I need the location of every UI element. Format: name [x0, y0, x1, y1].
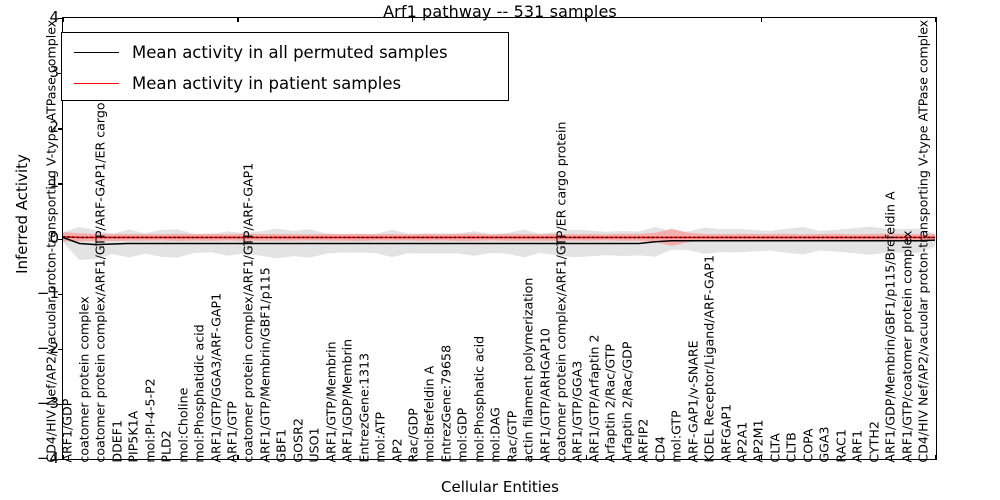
x-tick-mark	[586, 17, 588, 22]
legend-label-permuted: Mean activity in all permuted samples	[132, 43, 448, 62]
y-tick-mark	[58, 403, 63, 406]
patient-mean-line	[63, 236, 935, 239]
legend-entry-patient: Mean activity in patient samples	[62, 68, 508, 99]
y-tick-mark	[58, 73, 63, 75]
y-tick-label: 0	[49, 228, 59, 247]
legend-entry-permuted: Mean activity in all permuted samples	[62, 37, 508, 68]
x-tick-mark	[411, 455, 414, 460]
chart-legend: Mean activity in all permuted samples Me…	[61, 32, 509, 101]
x-tick-mark	[237, 455, 239, 460]
x-tick-mark	[760, 455, 762, 460]
y-tick-label: −4	[36, 449, 59, 467]
x-tick-mark	[411, 17, 414, 22]
x-tick-mark	[935, 17, 937, 22]
legend-line-black	[74, 52, 119, 53]
x-tick-mark	[63, 455, 65, 460]
permuted-mean-line	[63, 236, 936, 246]
plot-lines	[63, 226, 936, 260]
y-tick-label: 4	[49, 8, 59, 26]
y-tick-mark	[58, 183, 63, 185]
x-tick-mark	[63, 17, 65, 22]
plot-area	[62, 17, 937, 460]
x-axis-title: Cellular Entities	[441, 478, 559, 496]
y-tick-label: 3	[49, 63, 59, 82]
y-tick-mark	[58, 293, 63, 295]
y-tick-mark	[58, 459, 63, 461]
y-tick-mark	[58, 238, 63, 240]
legend-line-red	[74, 83, 119, 84]
y-tick-mark	[58, 18, 63, 20]
x-tick-mark	[760, 17, 762, 22]
y-tick-label: −2	[36, 338, 59, 357]
chart-title: Arf1 pathway -- 531 samples	[383, 2, 617, 21]
y-tick-label: 1	[49, 173, 59, 192]
y-tick-mark	[58, 128, 63, 130]
y-tick-label: 2	[49, 118, 59, 137]
y-tick-label: −1	[36, 283, 59, 302]
y-tick-mark	[58, 348, 63, 351]
y-tick-label: −3	[36, 393, 59, 412]
x-tick-mark	[586, 455, 588, 460]
x-tick-mark	[237, 17, 239, 22]
legend-label-patient: Mean activity in patient samples	[132, 74, 402, 93]
x-tick-mark	[935, 455, 937, 460]
